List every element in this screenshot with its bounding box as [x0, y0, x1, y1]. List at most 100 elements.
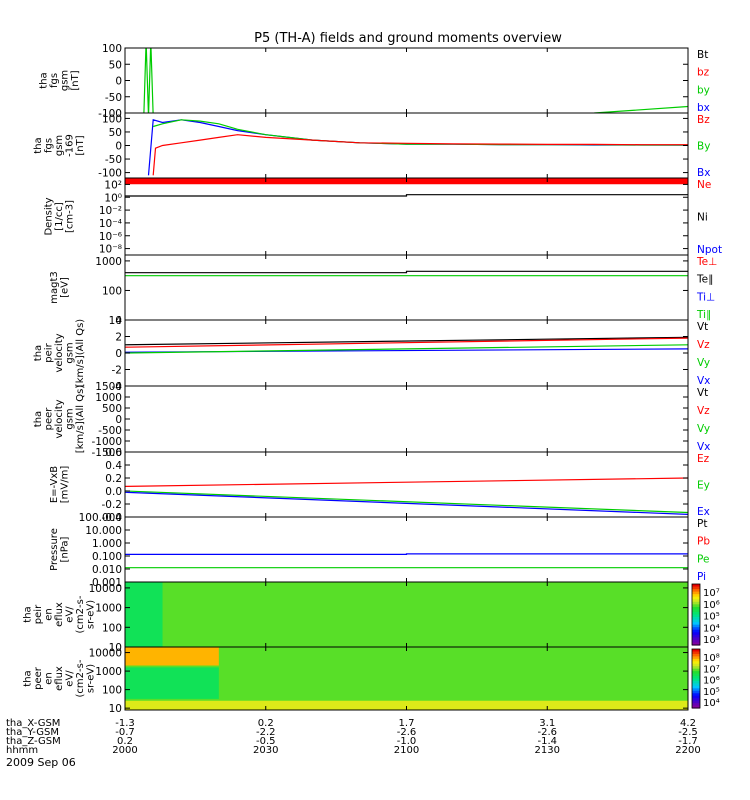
y-tick-label: 0.6: [105, 447, 122, 459]
orbit-row-value: 1.7: [399, 718, 415, 729]
colorbar-segment: [692, 589, 700, 593]
legend-Bz: Bz: [697, 114, 710, 126]
y-axis-label: en: [44, 672, 55, 685]
y-axis-label: tha: [33, 411, 44, 427]
panel-frame: [124, 254, 689, 321]
y-axis-label: gsm: [65, 408, 76, 429]
colorbar-segment: [692, 678, 700, 682]
y-tick-label: 2: [115, 332, 122, 344]
colorbar-segment: [692, 614, 700, 618]
legend-Ey: Ey: [697, 480, 710, 492]
colorbar-segment: [692, 653, 700, 657]
colorbar-segment: [692, 685, 700, 689]
y-tick-label: 0.001: [92, 577, 122, 589]
y-tick-label: 500: [102, 403, 122, 415]
y-tick-label: -2: [112, 365, 122, 377]
y-tick-label: 4: [115, 315, 122, 327]
colorbar-segment: [692, 668, 700, 672]
y-tick-label: 0: [115, 141, 122, 153]
y-tick-label: -50: [105, 92, 122, 104]
colorbar-segment: [692, 637, 700, 641]
y-axis-label: peer: [44, 407, 55, 431]
y-axis-label: [1/cc]: [54, 202, 65, 231]
y-tick-label: 1000: [95, 392, 122, 404]
y-axis-label: peir: [33, 604, 44, 624]
series-line-1: [125, 270, 688, 274]
y-tick-label: 100.000: [79, 512, 122, 524]
y-tick-label: 1500: [95, 381, 122, 393]
orbit-row-label: tha_Y-GSM: [6, 727, 59, 738]
y-axis-label: gsm: [59, 70, 70, 91]
y-tick-label: 50: [109, 127, 122, 139]
y-tick-label: 0.0: [105, 486, 122, 498]
colorbar-segment: [692, 596, 700, 600]
y-tick-label: 100: [102, 285, 122, 297]
y-tick-label: 0: [115, 76, 122, 88]
orbit-row-value: 0.2: [258, 718, 274, 729]
y-axis-label: [nPa]: [59, 536, 70, 562]
colorbar-segment: [692, 658, 700, 662]
y-axis-label: fgs: [49, 73, 60, 88]
legend-Pi: Pi: [697, 571, 706, 583]
y-tick-label: 0: [115, 348, 122, 360]
y-tick-label: 10²: [104, 179, 122, 191]
orbit-row-value: 3.1: [539, 718, 555, 729]
y-tick-label: 1000: [95, 256, 122, 268]
orbit-row-value: -2.6: [537, 727, 557, 738]
legend-Te∥: Te∥: [696, 274, 713, 286]
series-line-3: [125, 491, 688, 515]
y-axis-label: peir: [44, 342, 55, 362]
spectrogram-band: [125, 582, 688, 647]
colorbar-segment: [692, 703, 700, 707]
y-axis-label: [eV]: [59, 277, 70, 298]
y-tick-label: 10⁰: [104, 192, 122, 204]
colorbar-segment: [692, 663, 700, 667]
colorbar-segment: [692, 688, 700, 692]
colorbar-segment: [692, 591, 700, 595]
y-axis-label: [nT]: [75, 135, 86, 155]
y-axis-label: [mV/m]: [59, 466, 70, 504]
y-axis-label: [nT]: [70, 70, 81, 90]
y-axis-label: [km/s](All Qs): [75, 319, 86, 387]
y-tick-label: 10⁻⁸: [99, 244, 122, 256]
spectrogram-band: [125, 667, 219, 699]
y-axis-label: -169: [65, 134, 76, 157]
y-axis-label: tha: [33, 137, 44, 153]
series-line-4: [125, 344, 688, 354]
colorbar-segment: [692, 629, 700, 633]
panel-fgs: 100 50 0 -50 -100 tha fgs gsm [nT] Bt bz by bx: [38, 43, 710, 120]
legend-Ti⊥: Ti⊥: [696, 291, 715, 303]
y-axis-label: tha: [23, 606, 34, 622]
y-tick-label: 0: [115, 414, 122, 426]
series-line-2: [125, 337, 688, 348]
colorbar-segment: [692, 611, 700, 616]
y-tick-label: 1.000: [92, 538, 122, 550]
legend-Vx: Vx: [697, 375, 710, 387]
spectrogram-band: [125, 647, 219, 666]
y-axis-label: eV/: [65, 606, 76, 623]
panel-frame: [124, 47, 689, 114]
colorbar-segment: [692, 584, 700, 588]
orbit-row-value: 2200: [675, 745, 700, 756]
colorbar-segment: [692, 586, 700, 590]
colorbar-segment: [692, 594, 700, 598]
y-tick-label: -0.2: [102, 499, 123, 511]
colorbar-segment: [692, 642, 700, 646]
orbit-row-value: -0.7: [115, 727, 135, 738]
y-tick-label: -500: [98, 425, 122, 437]
orbit-row-value: -1.0: [397, 736, 417, 747]
legend-Ez: Ez: [697, 453, 710, 465]
colorbar-segment: [692, 705, 700, 709]
orbit-row-value: -2.5: [678, 727, 698, 738]
panel-peir: 4 2 0 -2 -4 tha peir velocity gsm [km/s](All Qs) V…: [33, 315, 710, 393]
y-tick-label: -100: [98, 108, 122, 120]
orbit-row-value: 0.2: [117, 736, 133, 747]
y-axis-label: eflux: [54, 666, 65, 691]
colorbar-segment: [692, 617, 700, 621]
y-axis-label: E=-VxB: [49, 466, 60, 503]
colorbar-segment: [692, 700, 700, 704]
colorbar-segment: [692, 673, 700, 677]
